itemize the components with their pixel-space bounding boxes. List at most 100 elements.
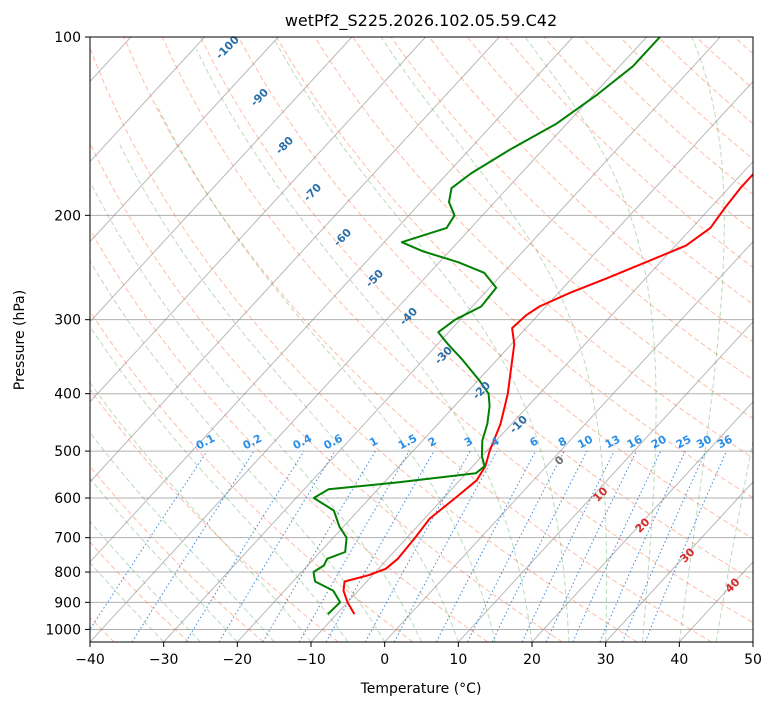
- mixing-ratio-label: 0.4: [291, 432, 315, 453]
- mixing-ratio-label: 25: [674, 433, 694, 452]
- mixing-ratio-label: 16: [625, 433, 645, 452]
- y-tick-label: 300: [54, 313, 81, 329]
- moist-adiabat-line: [117, 141, 459, 642]
- moist-adiabat-line: [90, 561, 165, 642]
- isotherm-line: [0, 37, 57, 642]
- dry-adiabat-label: 0: [552, 453, 567, 468]
- isotherm-line: [384, 240, 753, 642]
- moist-adiabat-line: [196, 49, 533, 642]
- dry-adiabat-line: [428, 37, 753, 343]
- x-axis-label: Temperature (°C): [360, 681, 482, 697]
- mixing-ratio-label: 1: [367, 434, 380, 449]
- y-tick-label: 700: [54, 531, 81, 547]
- moist-adiabat-line: [715, 438, 753, 642]
- dry-adiabat-line: [390, 37, 753, 381]
- mixing-ratio-line: [572, 450, 662, 642]
- moist-adiabat-line: [90, 431, 275, 642]
- mixing-ratio-label: 36: [715, 433, 735, 452]
- dry-adiabat-line: [90, 465, 264, 642]
- series-layer: [312, 37, 753, 615]
- moist-adiabat-line: [90, 520, 201, 642]
- dry-adiabat-line: [123, 37, 712, 642]
- mixing-ratio-line: [621, 450, 707, 642]
- dry-adiabat-label: -10: [507, 413, 530, 436]
- moist-adiabat-line: [380, 37, 608, 642]
- mixing-ratio-line: [262, 450, 376, 642]
- y-tick-label: 900: [54, 595, 81, 611]
- moist-adiabat-line: [90, 180, 422, 642]
- isotherm-line: [90, 37, 205, 163]
- mixing-ratio-label: 8: [556, 434, 569, 449]
- isotherm-line: [163, 37, 721, 642]
- x-tick-label: −40: [75, 652, 105, 668]
- x-tick-label: 30: [597, 652, 615, 668]
- isotherm-line: [90, 37, 426, 403]
- mixing-ratio-line: [364, 450, 471, 642]
- dry-adiabat-line: [352, 37, 753, 420]
- moist-adiabat-line: [90, 260, 386, 642]
- dry-adiabat-line: [90, 46, 638, 642]
- dewpoint-profile-line: [312, 37, 661, 615]
- x-tick-label: 0: [380, 652, 389, 668]
- mixing-ratio-line: [545, 450, 637, 642]
- dry-adiabat-line: [466, 37, 753, 305]
- isotherm-line: [90, 37, 500, 483]
- mixing-ratio-label: 1.5: [396, 432, 419, 453]
- dry-adiabat-line: [543, 37, 753, 232]
- dry-adiabat-label: -90: [248, 86, 271, 109]
- mixing-ratio-label: 10: [575, 433, 595, 452]
- grid-layer: [0, 37, 753, 642]
- y-axis: 100 200 300 400 500 600 700 800 900 1000: [45, 30, 90, 638]
- moist-adiabat-line: [524, 37, 657, 642]
- moist-adiabat-line: [678, 37, 725, 642]
- dry-adiabat-label: -50: [363, 267, 386, 290]
- dry-adiabat-line: [199, 37, 753, 581]
- x-tick-label: −30: [149, 652, 179, 668]
- chart-title: wetPf2_S225.2026.102.05.59.C42: [285, 11, 557, 31]
- isotherm-line: [90, 37, 279, 243]
- mixing-ratio-label: 30: [694, 433, 714, 452]
- isotherm-line: [457, 320, 753, 642]
- dry-adiabat-line: [90, 310, 414, 642]
- isotherm-line: [752, 641, 753, 642]
- x-tick-label: 20: [523, 652, 541, 668]
- mixing-ratio-line: [521, 450, 615, 642]
- mixing-ratio-line: [491, 450, 588, 642]
- x-tick-label: 40: [670, 652, 688, 668]
- isotherm-line: [90, 37, 574, 563]
- mixing-ratio-line: [218, 450, 336, 642]
- isotherm-line: [90, 37, 353, 323]
- mixing-ratio-line: [185, 450, 305, 642]
- y-tick-label: 500: [54, 444, 81, 460]
- mixing-ratio-line: [393, 450, 498, 642]
- mixing-ratio-label: 13: [603, 433, 623, 452]
- y-tick-label: 100: [54, 30, 81, 46]
- y-axis-label: Pressure (hPa): [12, 290, 28, 390]
- mixing-ratio-label: 0.1: [194, 432, 217, 453]
- dry-adiabat-line: [90, 142, 563, 642]
- isotherm-line: [236, 80, 753, 642]
- y-tick-label: 400: [54, 387, 81, 403]
- mixing-ratio-line: [90, 450, 208, 631]
- mixing-ratio-line: [131, 450, 255, 642]
- plot-frame: [89, 36, 754, 643]
- mixing-ratio-line: [467, 450, 565, 642]
- isotherm-line: [310, 160, 753, 642]
- dry-adiabat-label: -70: [301, 181, 324, 204]
- moist-adiabat-label: 10: [591, 484, 611, 504]
- mixing-ratio-label: 0.2: [241, 432, 264, 453]
- isotherm-line: [531, 401, 753, 642]
- y-tick-label: 1000: [45, 622, 81, 638]
- isotherm-line: [605, 481, 753, 642]
- temperature-profile-line: [342, 172, 753, 615]
- moist-adiabat-label: 20: [633, 515, 653, 535]
- mixing-ratio-line: [325, 450, 435, 642]
- x-tick-label: 50: [744, 652, 762, 668]
- moist-adiabat-line: [90, 325, 349, 642]
- mixing-ratio-label: 3: [462, 434, 475, 449]
- x-tick-label: 10: [449, 652, 467, 668]
- label-layer: 0.1 0.2 0.4 0.6 1 1.5 2 3 4 6 8 10 13 16 20 25 30 36-100-…: [194, 33, 743, 596]
- dry-adiabat-label: -40: [397, 305, 420, 328]
- moist-adiabat-line: [90, 477, 238, 642]
